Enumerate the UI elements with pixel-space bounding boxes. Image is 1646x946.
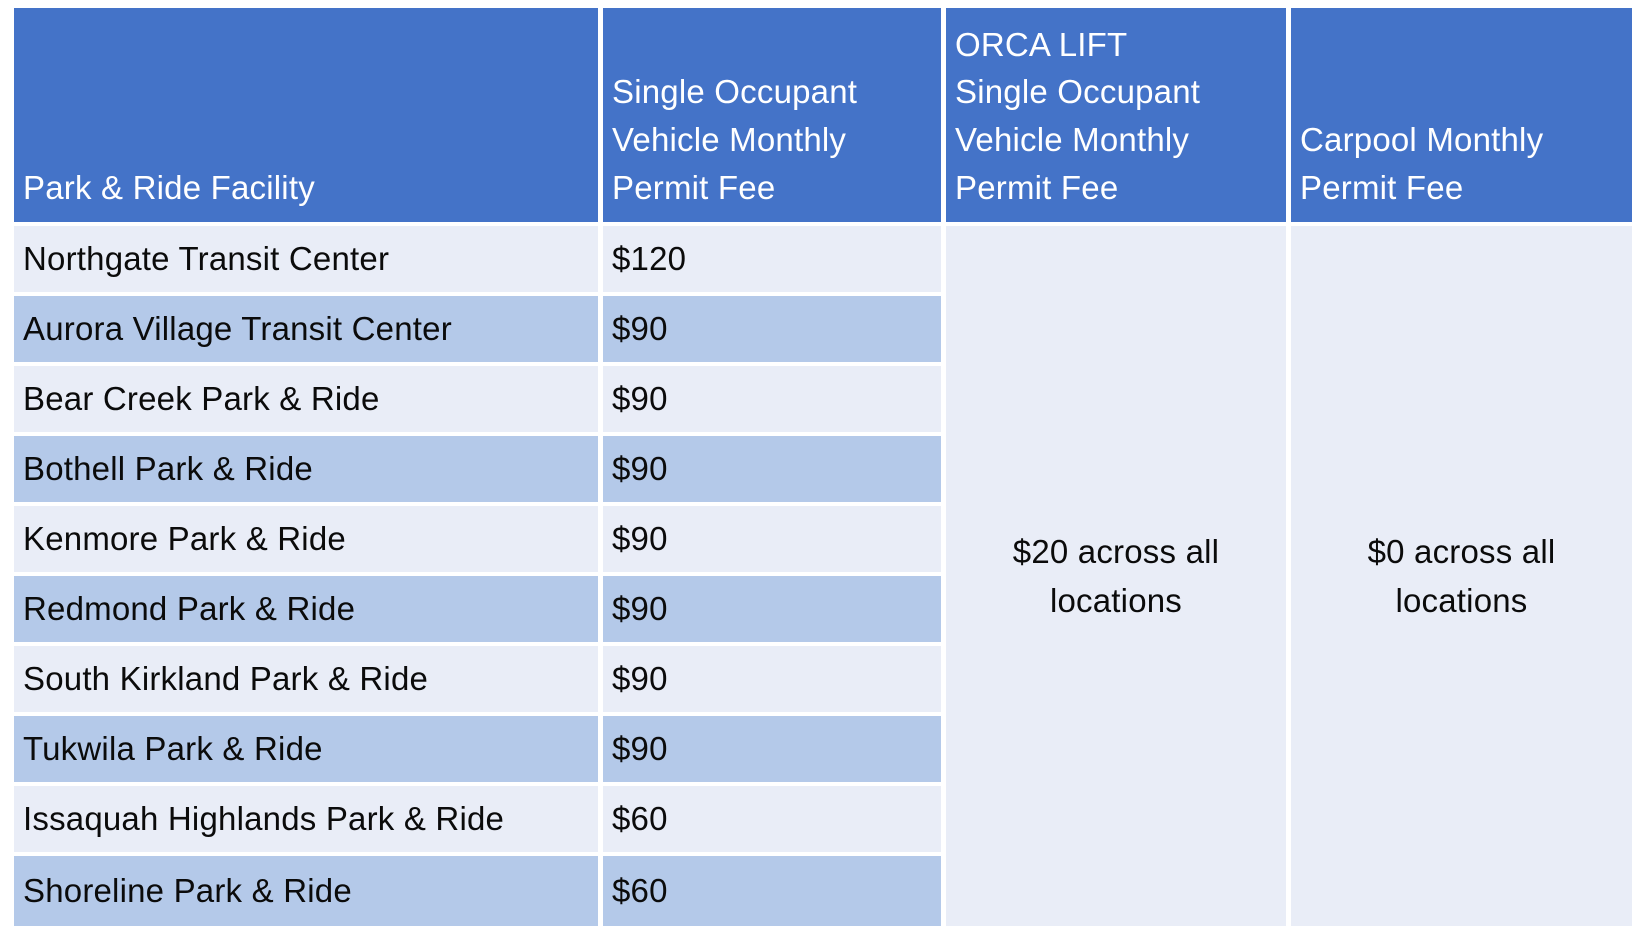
facility-cell: Bear Creek Park & Ride (14, 366, 603, 436)
column-header-orca-lift-fee: ORCA LIFT Single Occupant Vehicle Monthl… (946, 8, 1291, 226)
carpool-fee-cell: $0 across all locations (1291, 226, 1632, 926)
facility-cell: Bothell Park & Ride (14, 436, 603, 506)
table-row: Issaquah Highlands Park & Ride $60 (14, 786, 1632, 856)
sov-fee-cell: $60 (603, 856, 946, 926)
column-header-carpool-fee: Carpool Monthly Permit Fee (1291, 8, 1632, 226)
orca-lift-fee-cell: $20 across all locations (946, 226, 1291, 926)
sov-fee-cell: $90 (603, 436, 946, 506)
table-row: Tukwila Park & Ride $90 (14, 716, 1632, 786)
sov-fee-cell: $90 (603, 296, 946, 366)
facility-cell: Issaquah Highlands Park & Ride (14, 786, 603, 856)
facility-cell: South Kirkland Park & Ride (14, 646, 603, 716)
facility-cell: Shoreline Park & Ride (14, 856, 603, 926)
sov-fee-cell: $90 (603, 576, 946, 646)
table-row: Shoreline Park & Ride $60 (14, 856, 1632, 926)
table-row: Kenmore Park & Ride $90 (14, 506, 1632, 576)
table-row: Bear Creek Park & Ride $90 (14, 366, 1632, 436)
permit-fee-table: Park & Ride Facility Single Occupant Veh… (14, 8, 1632, 926)
table-row: Redmond Park & Ride $90 (14, 576, 1632, 646)
table-header-row: Park & Ride Facility Single Occupant Veh… (14, 8, 1632, 226)
sov-fee-cell: $90 (603, 366, 946, 436)
column-header-facility: Park & Ride Facility (14, 8, 603, 226)
sov-fee-cell: $90 (603, 646, 946, 716)
table-row: Bothell Park & Ride $90 (14, 436, 1632, 506)
sov-fee-cell: $120 (603, 226, 946, 296)
page: Park & Ride Facility Single Occupant Veh… (14, 8, 1632, 926)
facility-cell: Tukwila Park & Ride (14, 716, 603, 786)
table-row: Northgate Transit Center $120 $20 across… (14, 226, 1632, 926)
facility-cell: Redmond Park & Ride (14, 576, 603, 646)
facility-cell: Aurora Village Transit Center (14, 296, 603, 366)
facility-cell: Northgate Transit Center (14, 226, 603, 296)
table-row: Aurora Village Transit Center $90 (14, 296, 1632, 366)
sov-fee-cell: $60 (603, 786, 946, 856)
sov-fee-cell: $90 (603, 506, 946, 576)
facility-cell: Kenmore Park & Ride (14, 506, 603, 576)
sov-fee-cell: $90 (603, 716, 946, 786)
table-row: South Kirkland Park & Ride $90 (14, 646, 1632, 716)
column-header-sov-fee: Single Occupant Vehicle Monthly Permit F… (603, 8, 946, 226)
